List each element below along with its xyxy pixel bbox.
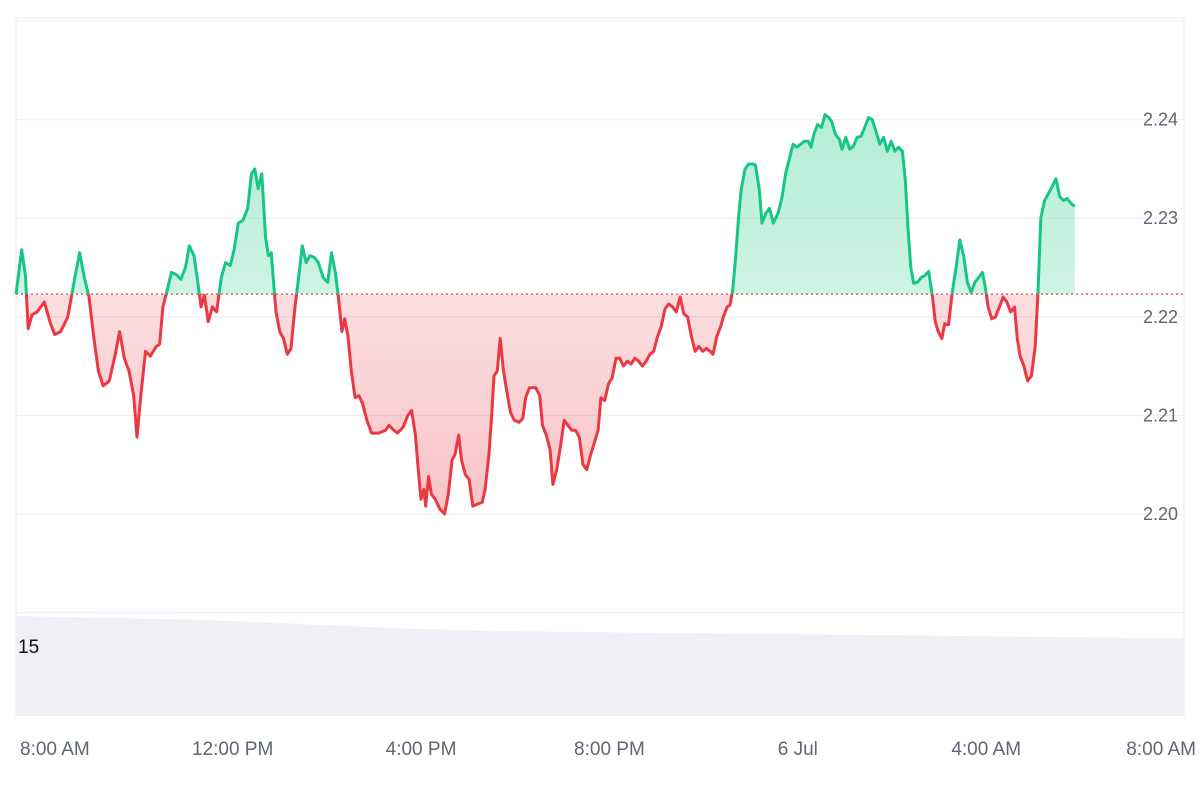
- x-axis: 8:00 AM 12:00 PM 4:00 PM 8:00 PM 6 Jul 4:00 A…: [20, 739, 1196, 760]
- y-tick-label: 2.22: [1143, 307, 1178, 327]
- volume-area: [16, 616, 1184, 716]
- x-tick-label: 12:00 PM: [192, 739, 273, 760]
- volume-value-label: 15: [18, 637, 39, 658]
- price-line-up: [14, 113, 1076, 295]
- y-tick-label: 2.24: [1143, 110, 1178, 130]
- price-fill: [16, 114, 1075, 514]
- fill-below-baseline: [26, 294, 1038, 514]
- x-tick-label: 8:00 AM: [1126, 739, 1196, 760]
- x-tick-label: 6 Jul: [778, 739, 818, 760]
- x-tick-label: 4:00 AM: [951, 739, 1021, 760]
- y-tick-label: 2.21: [1143, 405, 1178, 425]
- price-line: [14, 113, 1076, 516]
- volume-shape: [16, 616, 1184, 716]
- x-tick-label: 4:00 PM: [386, 739, 457, 760]
- y-tick-label: 2.20: [1143, 504, 1178, 524]
- x-tick-label: 8:00 PM: [574, 739, 645, 760]
- x-tick-label: 8:00 AM: [20, 739, 90, 760]
- fill-above-baseline: [16, 114, 1075, 295]
- y-axis: 2.24 2.23 2.22 2.21 2.20: [1143, 110, 1178, 524]
- y-tick-label: 2.23: [1143, 208, 1178, 228]
- price-line-down: [16, 294, 1040, 516]
